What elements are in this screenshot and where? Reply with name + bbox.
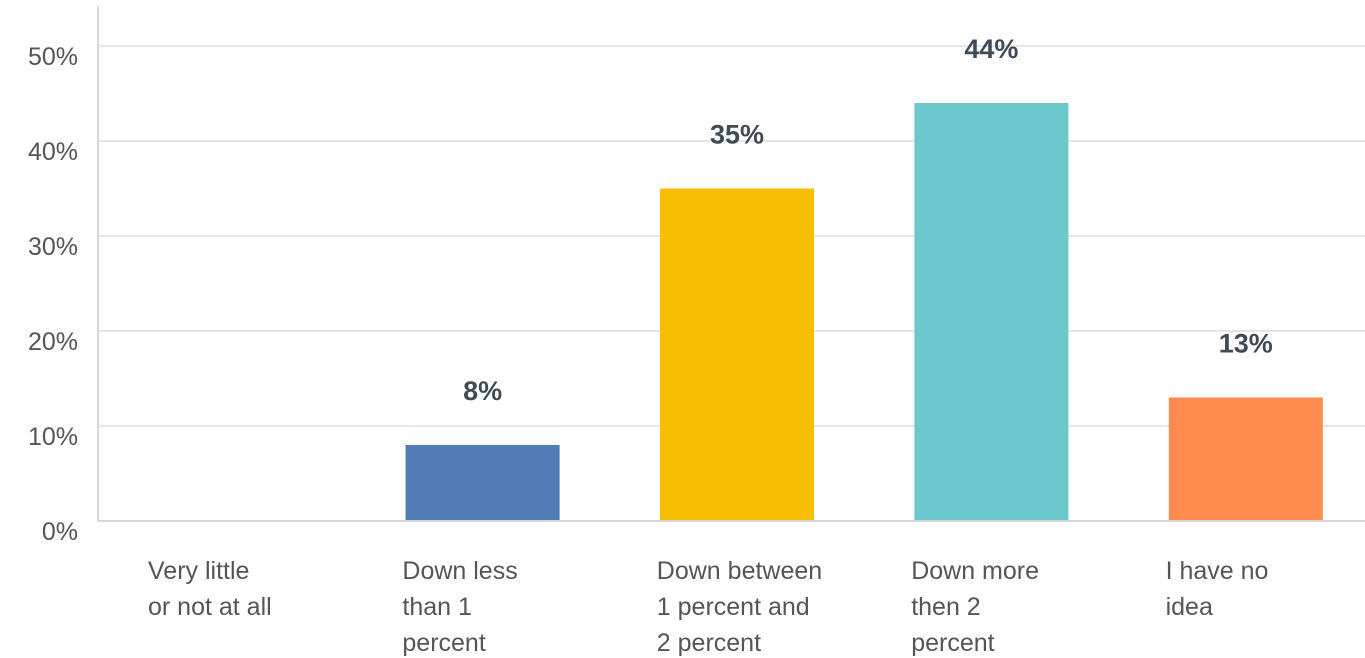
bars xyxy=(405,103,1323,521)
category-label-line: Down less xyxy=(402,557,517,585)
bar-value-label: 8% xyxy=(463,376,502,406)
category-label: Down between 1 percent and 2 percent xyxy=(657,557,822,657)
bar xyxy=(660,188,814,521)
category-label: Very little or not at all xyxy=(148,557,272,621)
category-label: Down less than 1 percent xyxy=(402,557,517,657)
y-tick-label: 20% xyxy=(28,328,78,356)
bar xyxy=(914,103,1069,521)
category-label-line: or not at all xyxy=(148,593,272,621)
data-labels: 8% 35% 44% 13% xyxy=(463,34,1273,406)
y-tick-label: 40% xyxy=(28,138,78,166)
bar-value-label: 13% xyxy=(1219,329,1273,359)
y-tick-label: 0% xyxy=(42,518,78,546)
category-label-line: Down more xyxy=(911,557,1039,585)
category-label-line: Very little xyxy=(148,557,249,585)
x-axis-category-labels: Very little or not at all Down less than 1 p… xyxy=(148,557,1268,657)
bar-value-label: 44% xyxy=(964,34,1018,64)
category-label-line: 1 percent and xyxy=(657,593,810,621)
y-tick-label: 10% xyxy=(28,423,78,451)
y-tick-label: 50% xyxy=(28,43,78,71)
category-label-line: I have no xyxy=(1166,557,1269,585)
category-label-line: Down between xyxy=(657,557,822,585)
y-axis-tick-labels: 0% 10% 20% 30% 40% 50% xyxy=(28,43,78,546)
category-label-line: idea xyxy=(1166,593,1213,621)
category-label: I have no idea xyxy=(1166,557,1269,621)
category-label-line: than 1 xyxy=(402,593,472,621)
category-label: Down more then 2 percent xyxy=(911,557,1039,657)
bar-value-label: 35% xyxy=(710,120,764,150)
bar xyxy=(405,445,560,521)
y-tick-label: 30% xyxy=(28,233,78,261)
category-label-line: then 2 xyxy=(911,593,981,621)
category-label-line: percent xyxy=(402,629,485,657)
category-label-line: percent xyxy=(911,629,994,657)
category-label-line: 2 percent xyxy=(657,629,761,657)
bar xyxy=(1168,397,1323,521)
